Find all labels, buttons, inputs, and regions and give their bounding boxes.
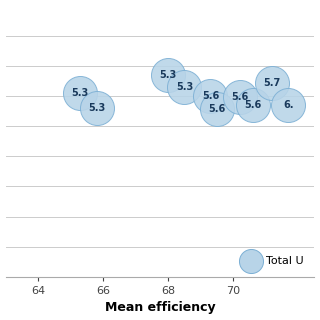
Text: 5.6: 5.6 [231,92,248,102]
Point [286,102,291,108]
Text: 5.3: 5.3 [176,82,193,92]
Point [237,95,242,100]
Text: 5.6: 5.6 [244,100,261,110]
Text: 5.3: 5.3 [88,103,105,113]
Text: 6.: 6. [283,100,294,110]
Legend: Total U: Total U [235,250,309,271]
Point [78,91,83,96]
Point [250,102,255,108]
Point [182,84,187,90]
Text: 5.6: 5.6 [208,104,226,114]
Point [270,80,275,85]
X-axis label: Mean efficiency: Mean efficiency [105,301,215,315]
Point [94,106,99,111]
Point [208,93,213,99]
Text: 5.7: 5.7 [264,78,281,88]
Text: 5.3: 5.3 [159,70,177,80]
Point [165,72,171,77]
Text: 5.6: 5.6 [202,91,219,101]
Point [214,107,220,112]
Text: 5.3: 5.3 [72,88,89,98]
